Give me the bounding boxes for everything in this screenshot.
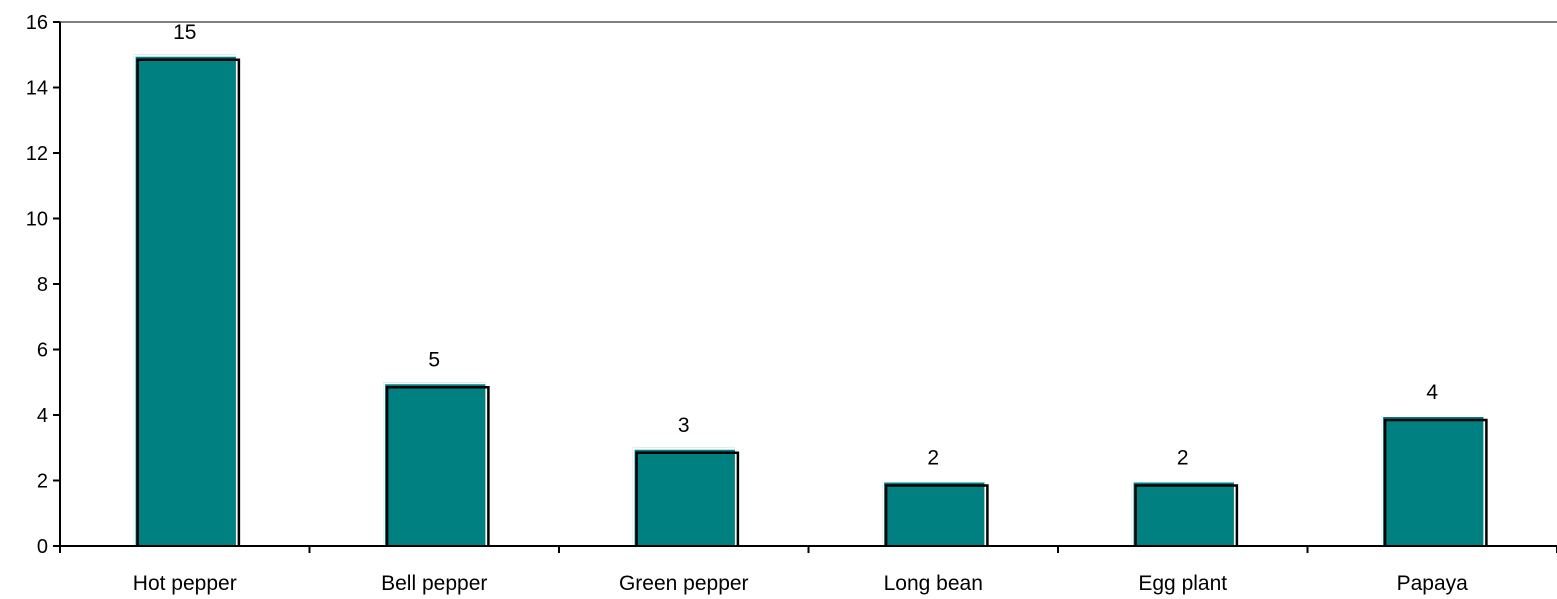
y-tick-label: 12 [26, 143, 48, 165]
y-tick-label: 2 [37, 471, 48, 493]
bar-shadow-edge [884, 484, 989, 546]
category-label: Green pepper [619, 572, 749, 595]
x-ticks-group [59, 546, 1557, 553]
bar-highlight-edge [133, 54, 236, 546]
bar-highlight-edge [882, 480, 985, 546]
bar-shadow-edge [1134, 484, 1239, 546]
data-labels-group: 15 5 3 2 2 4 [173, 21, 1438, 470]
bar [632, 447, 740, 546]
bar-shadow-edge [385, 386, 490, 546]
category-label: Long bean [884, 572, 983, 595]
bar-fill [133, 54, 236, 546]
y-tick-label: 4 [37, 405, 48, 427]
bar [133, 54, 241, 546]
bar-highlight-edge [383, 382, 486, 546]
bar-highlight-edge [1381, 415, 1484, 546]
y-tick-label: 6 [37, 340, 48, 362]
y-tick-label: 0 [37, 536, 48, 558]
category-label: Hot pepper [133, 572, 237, 595]
data-label: 15 [173, 21, 196, 44]
bar-highlight-edge [1131, 480, 1234, 546]
bar [1131, 480, 1239, 546]
bar-shadow-edge [1383, 418, 1488, 546]
bar-fill [1131, 480, 1234, 546]
y-tick-label: 14 [26, 78, 48, 100]
data-label: 2 [1177, 447, 1189, 470]
data-label: 4 [1426, 381, 1438, 404]
category-label: Bell pepper [381, 572, 487, 595]
data-label: 2 [927, 447, 939, 470]
bar-fill [1381, 415, 1484, 546]
bar-shadow-edge [136, 58, 241, 546]
bar [882, 480, 989, 546]
category-label: Egg plant [1138, 572, 1227, 595]
bars-group [133, 54, 1488, 546]
y-tick-label: 10 [26, 209, 48, 231]
category-labels-group: Hot pepper Bell pepper Green pepper Long be… [133, 572, 1468, 595]
data-label: 5 [428, 348, 440, 371]
bar-fill [383, 382, 486, 546]
bar-fill [882, 480, 985, 546]
y-tick-label: 8 [37, 274, 48, 296]
bar-highlight-edge [632, 447, 735, 546]
y-ticks-group: 0 2 4 6 8 10 12 14 16 [26, 12, 60, 558]
data-label: 3 [678, 414, 690, 437]
bar [1381, 415, 1488, 546]
y-tick-label: 16 [26, 12, 48, 34]
category-label: Papaya [1397, 572, 1469, 595]
bar-shadow-edge [635, 451, 740, 546]
bar-fill [632, 447, 735, 546]
bar [383, 382, 490, 546]
